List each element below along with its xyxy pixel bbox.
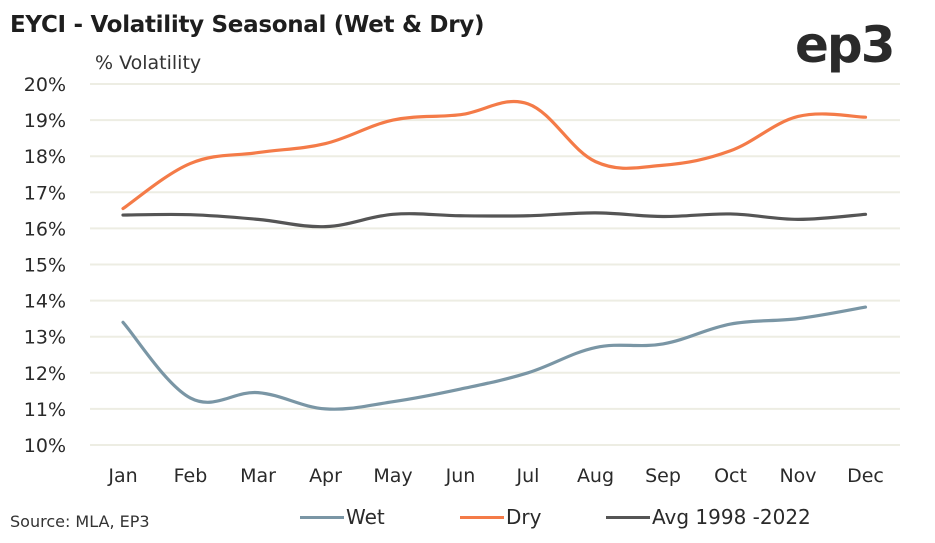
x-tick-label: Oct [714, 465, 747, 487]
y-tick-label: 20% [24, 74, 66, 96]
x-tick-label: May [373, 465, 412, 487]
y-axis-label: % Volatility [95, 52, 202, 74]
y-axis-ticks: 10% 11% 12% 13% 14% 15% 16% 17% 18% 19% 20% [24, 74, 66, 457]
legend-swatch-dry [460, 515, 504, 519]
legend-label-wet: Wet [346, 505, 385, 529]
ep3-logo: ep3 [795, 16, 895, 74]
legend-item-dry: Dry [460, 505, 541, 529]
x-axis-ticks: Jan Feb Mar Apr May Jun Jul Aug Sep Oct Nov Dec [107, 465, 884, 487]
legend-label-dry: Dry [506, 505, 542, 529]
gridlines [90, 83, 900, 446]
x-tick-label: Aug [577, 465, 614, 487]
series-lines [121, 99, 868, 411]
x-tick-label: Feb [174, 465, 208, 487]
x-tick-label: Sep [645, 465, 681, 487]
source-note: Source: MLA, EP3 [10, 512, 150, 531]
x-tick-label: Apr [309, 465, 342, 487]
legend-item-avg: Avg 1998 -2022 [606, 505, 811, 529]
x-tick-label: Jun [445, 465, 476, 487]
chart-title: EYCI - Volatility Seasonal (Wet & Dry) [10, 12, 485, 38]
y-tick-label: 10% [24, 435, 66, 457]
y-tick-label: 18% [24, 146, 66, 168]
y-tick-label: 16% [24, 218, 66, 240]
x-tick-label: Jan [107, 465, 137, 487]
y-tick-label: 12% [24, 363, 66, 385]
y-tick-label: 11% [24, 399, 66, 421]
legend-swatch-avg [606, 515, 650, 519]
y-tick-label: 15% [24, 255, 66, 277]
y-tick-label: 17% [24, 182, 66, 204]
legend-label-avg: Avg 1998 -2022 [652, 505, 811, 529]
x-tick-label: Nov [779, 465, 816, 487]
legend-swatch-wet [300, 515, 344, 519]
legend-item-wet: Wet [300, 505, 385, 529]
series-line-wet [121, 305, 868, 411]
series-line-dry [121, 99, 868, 211]
x-tick-label: Dec [847, 465, 884, 487]
series-line-avg [121, 211, 868, 229]
x-tick-label: Mar [240, 465, 276, 487]
y-tick-label: 14% [24, 291, 66, 313]
y-tick-label: 13% [24, 327, 66, 349]
y-tick-label: 19% [24, 110, 66, 132]
x-tick-label: Jul [516, 465, 540, 487]
